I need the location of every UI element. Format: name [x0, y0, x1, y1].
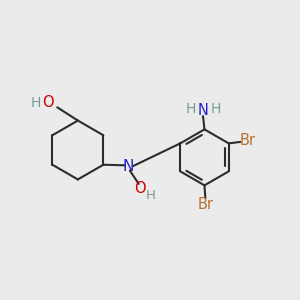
Text: H: H — [211, 102, 221, 116]
Text: O: O — [43, 95, 54, 110]
Text: H: H — [146, 189, 155, 202]
Text: H: H — [31, 96, 41, 110]
Text: N: N — [123, 159, 134, 174]
Text: H: H — [185, 102, 196, 116]
Text: Br: Br — [198, 197, 214, 212]
Text: N: N — [198, 103, 208, 118]
Text: Br: Br — [240, 133, 256, 148]
Text: O: O — [134, 181, 146, 196]
